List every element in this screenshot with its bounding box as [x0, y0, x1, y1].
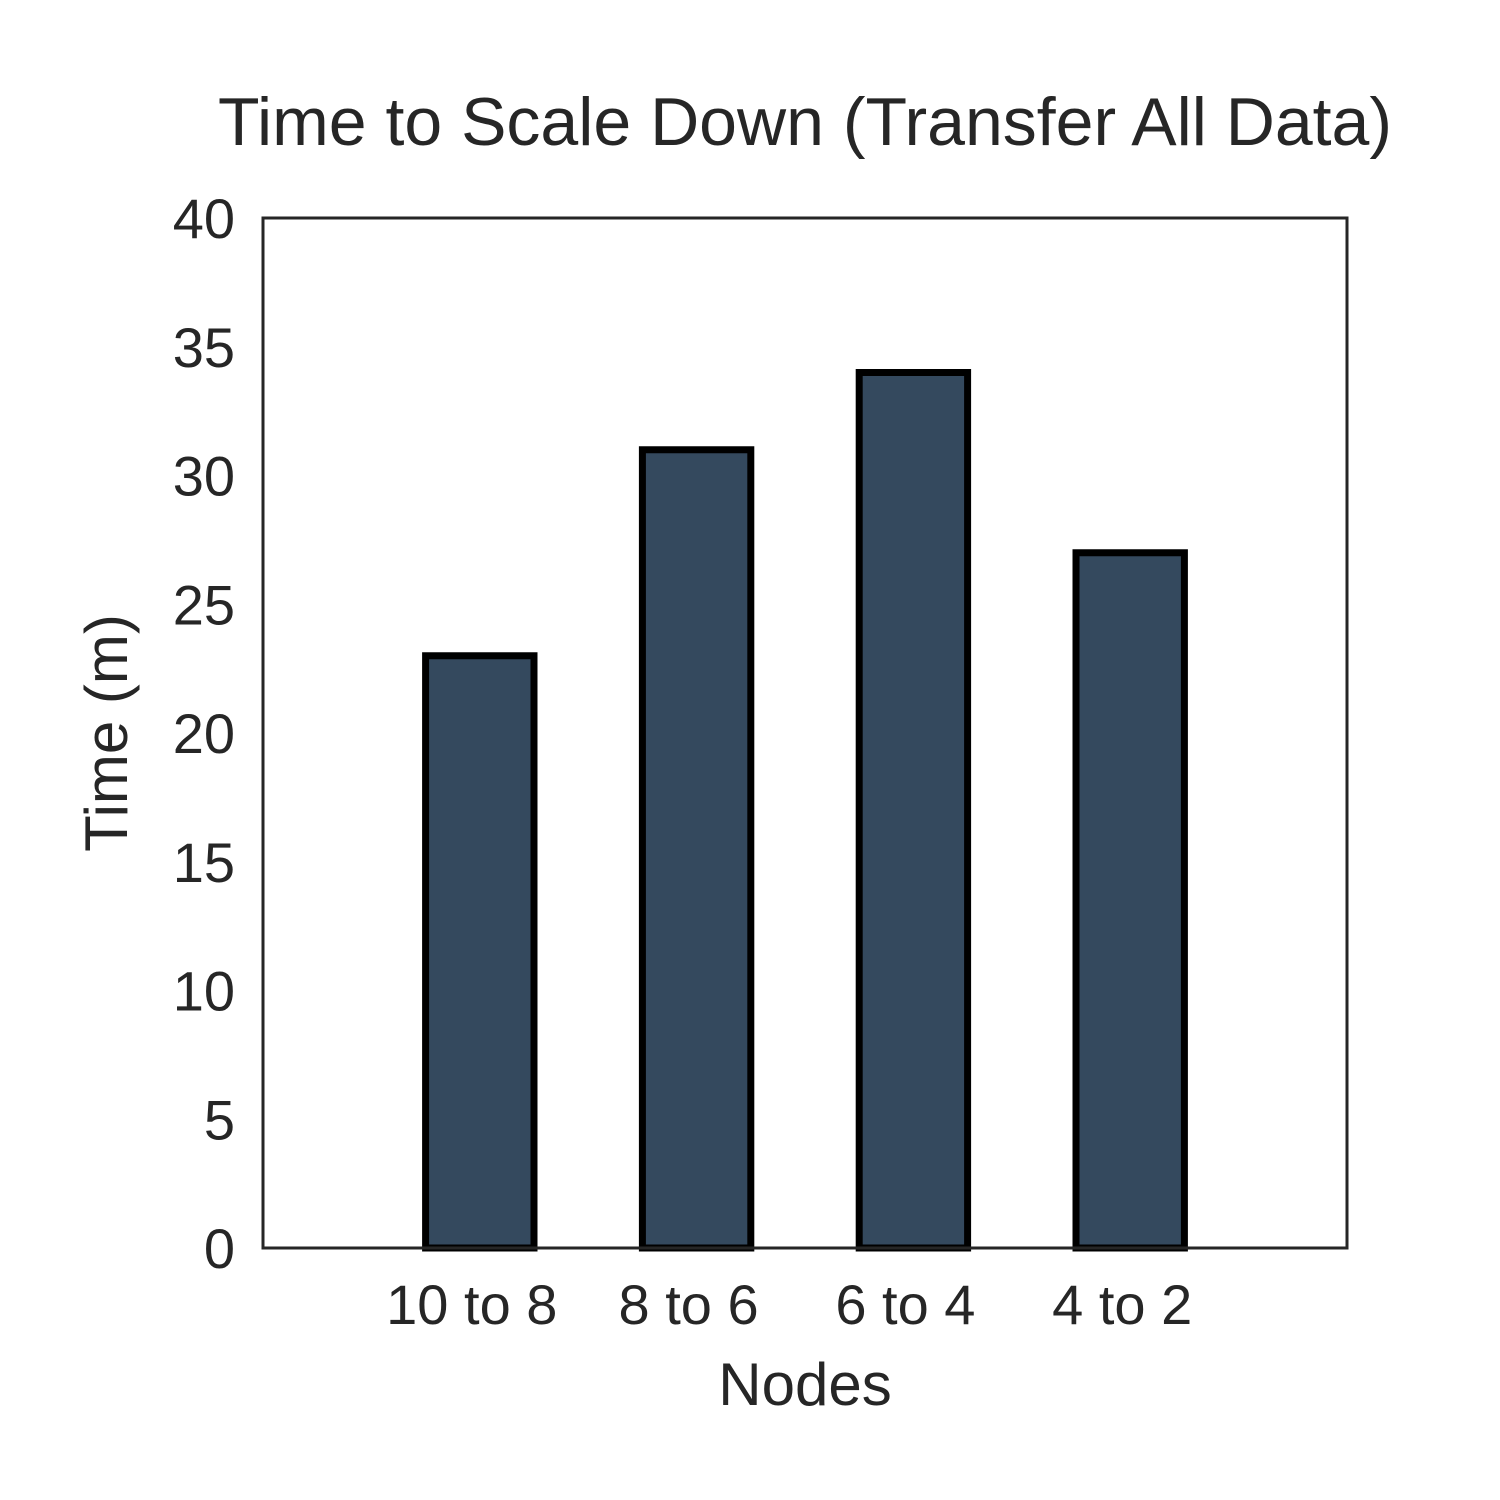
x-tick-label: 10 to 8: [386, 1273, 557, 1336]
y-tick-label: 20: [173, 702, 235, 765]
y-tick-label: 35: [173, 316, 235, 379]
bars-group: [422, 369, 1188, 1252]
x-axis-ticks: 10 to 8 8 to 6 6 to 4 4 to 2: [386, 1273, 1192, 1336]
bar: [855, 369, 972, 1252]
bar: [638, 446, 755, 1252]
y-tick-label: 15: [173, 831, 235, 894]
x-tick-label: 4 to 2: [1052, 1273, 1192, 1336]
chart-title: Time to Scale Down (Transfer All Data): [218, 84, 1392, 160]
y-tick-label: 40: [173, 187, 235, 250]
y-axis-ticks: 0 5 10 15 20 25 30 35 40: [173, 187, 235, 1280]
bar: [1072, 549, 1188, 1252]
x-tick-label: 8 to 6: [619, 1273, 759, 1336]
y-tick-label: 5: [204, 1088, 235, 1151]
x-tick-label: 6 to 4: [835, 1273, 975, 1336]
y-tick-label: 25: [173, 573, 235, 636]
y-tick-label: 10: [173, 960, 235, 1023]
y-tick-label: 0: [204, 1217, 235, 1280]
y-axis-label: Time (m): [73, 614, 140, 852]
x-axis-label: Nodes: [718, 1351, 891, 1418]
plot-frame: [261, 216, 1349, 1250]
bar: [422, 652, 538, 1252]
y-tick-label: 30: [173, 445, 235, 508]
